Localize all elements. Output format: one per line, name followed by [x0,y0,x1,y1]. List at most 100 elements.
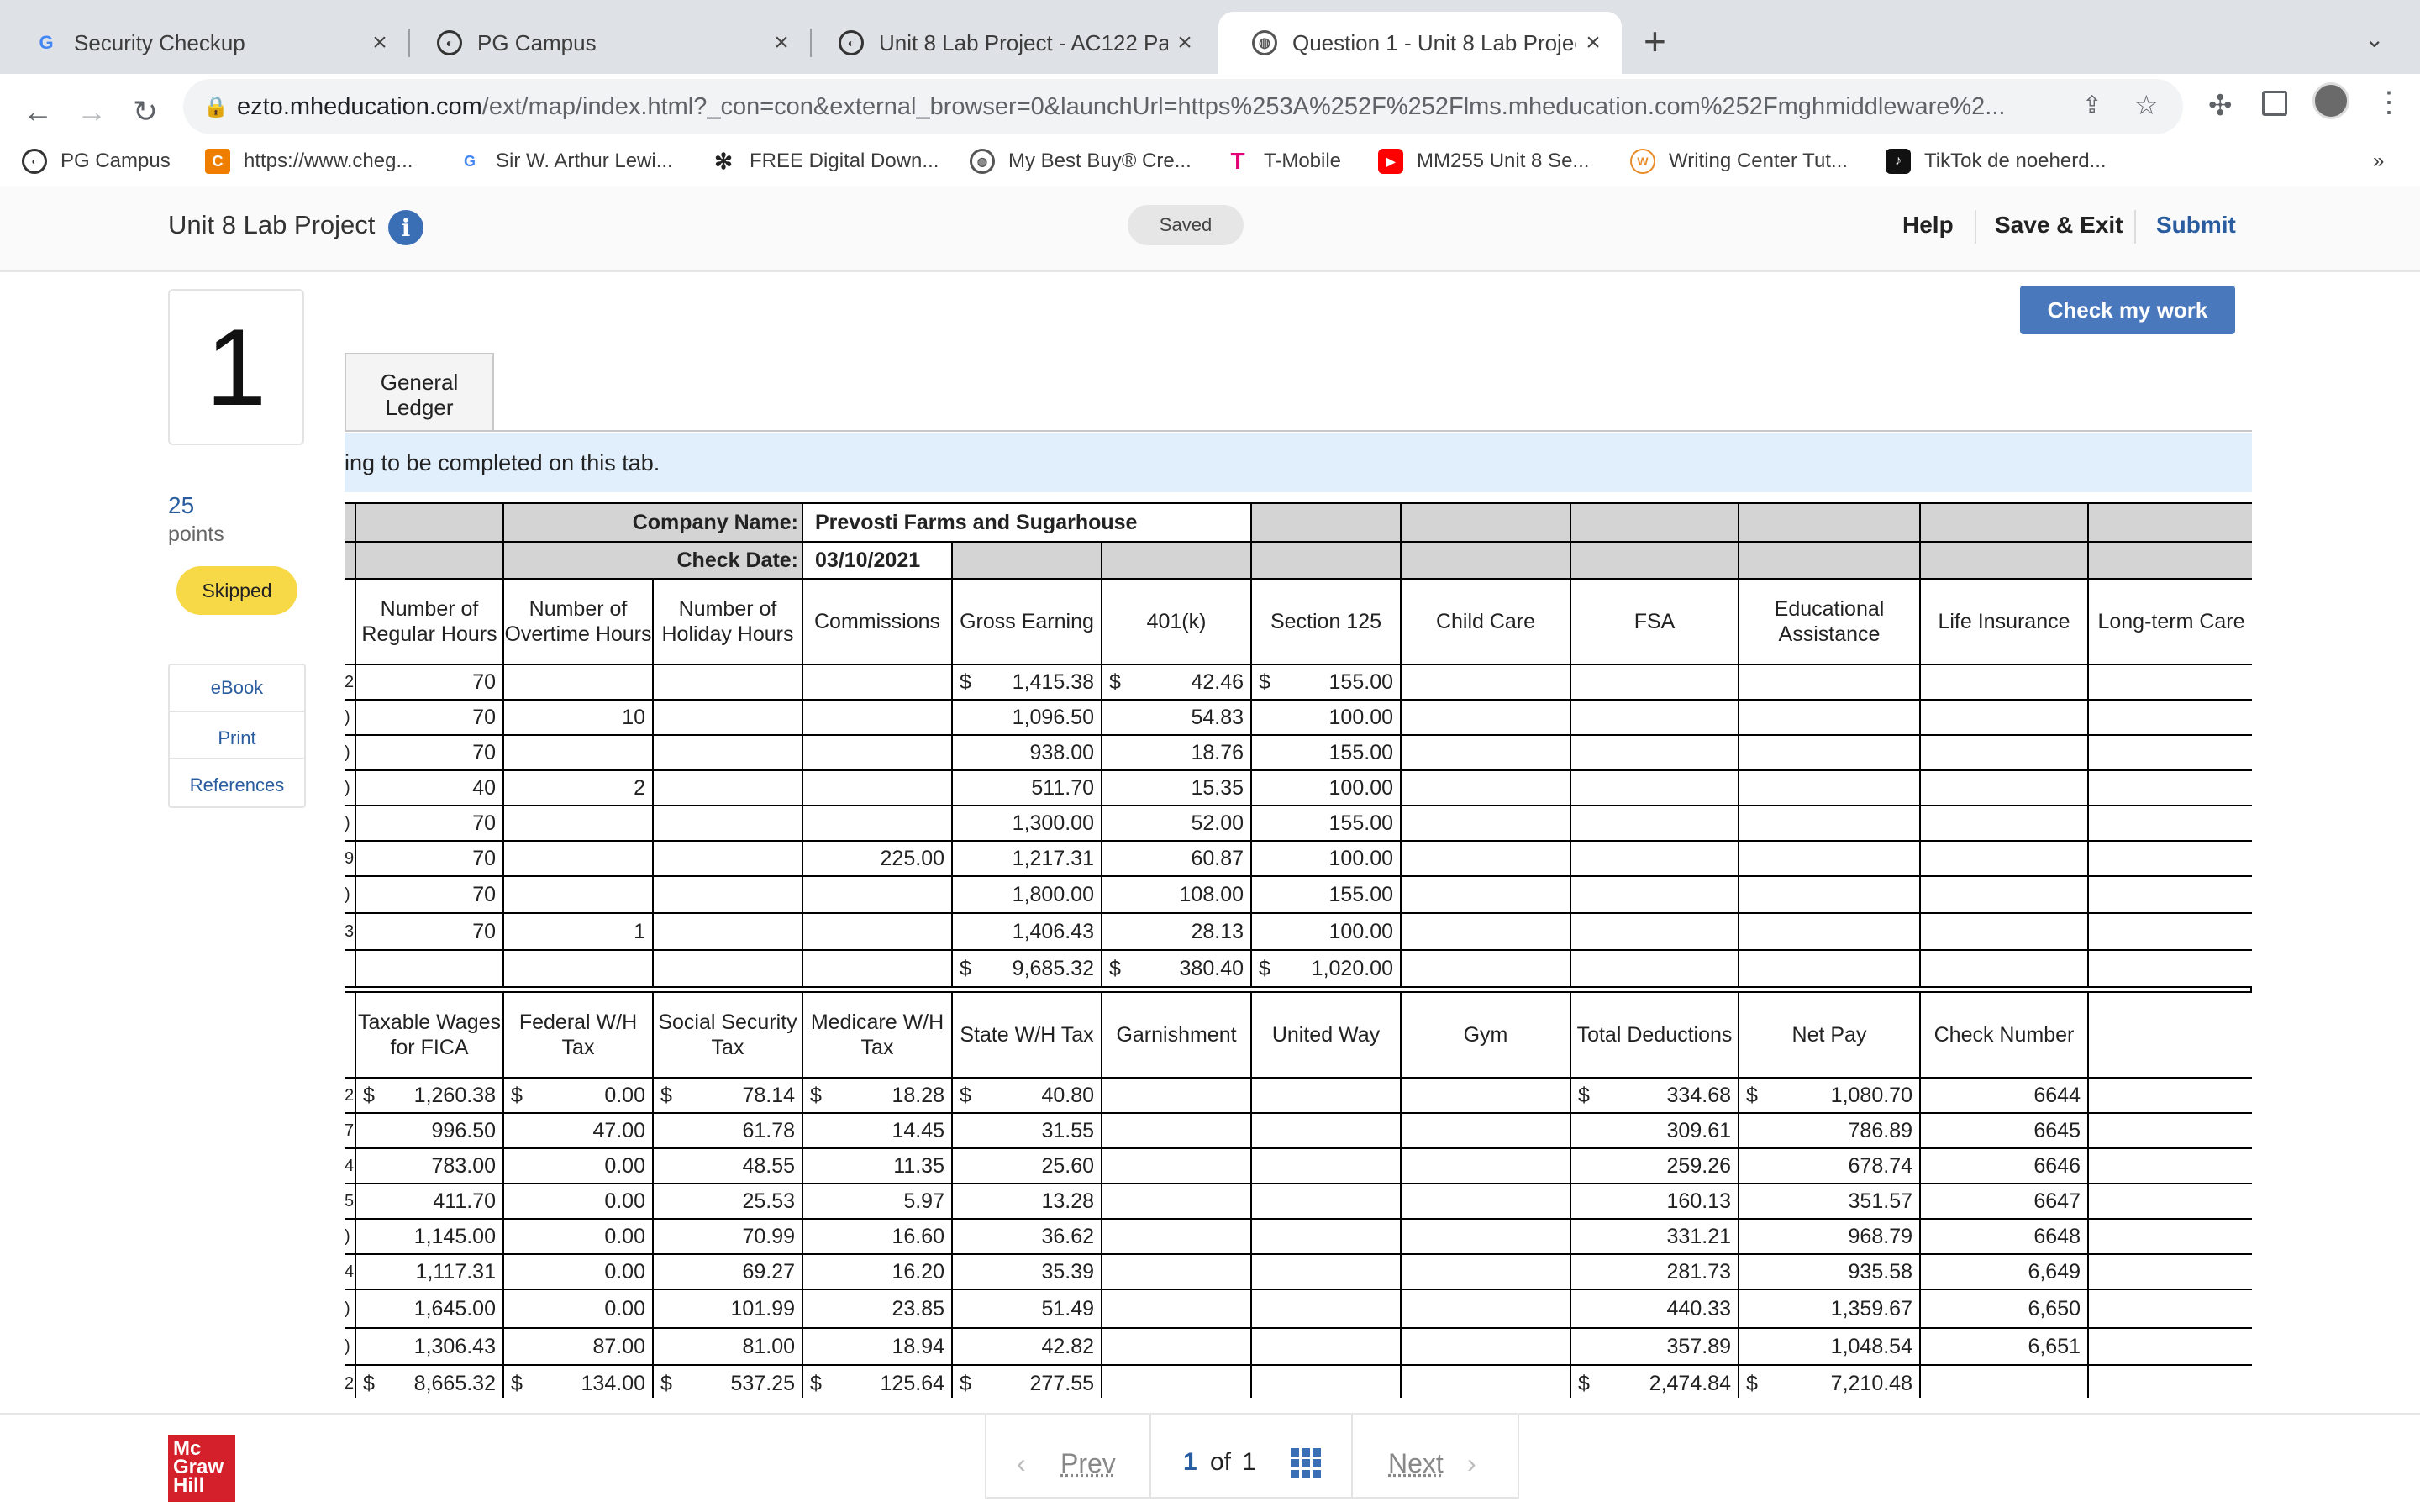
sheet-cell[interactable]: 1,359.67 [1739,1290,1921,1329]
sheet-cell[interactable]: 0.00 [504,1184,654,1220]
sheet-cell[interactable] [1921,701,2089,736]
sheet-cell[interactable] [1402,771,1571,806]
sheet-cell[interactable]: 411.70 [356,1184,504,1220]
sheet-cell[interactable] [1739,736,1921,771]
sheet-cell[interactable]: 1,117.31 [356,1255,504,1290]
sheet-cell[interactable] [504,806,654,842]
sheet-cell[interactable]: 511.70 [953,771,1102,806]
sheet-cell[interactable] [1402,806,1571,842]
sheet-cell[interactable] [1921,877,2089,914]
sheet-cell[interactable]: 6644 [1921,1079,2089,1114]
bookmark-item[interactable]: ♪ TikTok de noeherd... [1886,144,2107,178]
sheet-cell[interactable] [654,914,803,951]
close-tab-icon[interactable]: × [1177,29,1192,56]
close-tab-icon[interactable]: × [372,29,387,56]
extensions-puzzle-icon[interactable]: ✣ [2208,90,2233,122]
sheet-cell[interactable] [1921,736,2089,771]
sheet-cell[interactable] [1921,914,2089,951]
sheet-cell[interactable]: 101.99 [654,1290,803,1329]
print-link[interactable]: Print [218,727,256,748]
profile-avatar[interactable] [2312,82,2349,119]
sheet-cell[interactable]: 1 [504,914,654,951]
sheet-cell[interactable]: 61.78 [654,1114,803,1149]
check-date[interactable]: 03/10/2021 [803,543,953,580]
sheet-cell[interactable]: $42.46 [1102,665,1252,701]
bookmark-star-icon[interactable]: ☆ [2134,90,2159,120]
sheet-cell[interactable]: 18.94 [803,1329,953,1366]
sheet-cell[interactable] [654,771,803,806]
sheet-cell[interactable]: 1,645.00 [356,1290,504,1329]
sheet-cell[interactable]: $0.00 [504,1079,654,1114]
sheet-cell[interactable]: 155.00 [1252,806,1402,842]
sheet-cell[interactable]: 16.60 [803,1220,953,1255]
sheet-cell[interactable] [1252,1366,1402,1398]
sheet-cell[interactable]: 81.00 [654,1329,803,1366]
sheet-cell[interactable] [1402,842,1571,877]
sheet-cell[interactable]: 48.55 [654,1149,803,1184]
sheet-cell[interactable]: 100.00 [1252,914,1402,951]
sheet-cell[interactable] [1571,806,1739,842]
sheet-cell[interactable]: 10 [504,701,654,736]
sheet-cell[interactable] [2089,951,2252,988]
sheet-cell[interactable]: 100.00 [1252,771,1402,806]
sheet-cell[interactable]: 1,800.00 [953,877,1102,914]
sheet-cell[interactable]: 331.21 [1571,1220,1739,1255]
sheet-cell[interactable] [1571,665,1739,701]
sheet-cell[interactable]: 155.00 [1252,877,1402,914]
sheet-cell[interactable]: 108.00 [1102,877,1252,914]
sheet-cell[interactable] [1402,1366,1571,1398]
sheet-cell[interactable]: 259.26 [1571,1149,1739,1184]
sheet-cell[interactable] [1252,1114,1402,1149]
sheet-cell[interactable]: $125.64 [803,1366,953,1398]
sheet-cell[interactable] [1571,736,1739,771]
sheet-cell[interactable] [1252,1255,1402,1290]
sheet-cell[interactable] [2089,701,2252,736]
browser-tab[interactable]: ◐ Unit 8 Lab Project - AC122 Pay × [805,12,1213,74]
sheet-cell[interactable]: 1,406.43 [953,914,1102,951]
sheet-cell[interactable] [504,736,654,771]
sheet-cell[interactable] [1402,1329,1571,1366]
sheet-cell[interactable]: 6647 [1921,1184,2089,1220]
browser-tab[interactable]: ◐ PG Campus × [403,12,810,74]
sheet-cell[interactable] [1921,771,2089,806]
sheet-cell[interactable]: 1,306.43 [356,1329,504,1366]
sheet-cell[interactable] [1571,842,1739,877]
sheet-cell[interactable]: 70 [356,914,504,951]
sheet-cell[interactable] [1252,1184,1402,1220]
sheet-cell[interactable]: $7,210.48 [1739,1366,1921,1398]
sheet-cell[interactable]: $1,020.00 [1252,951,1402,988]
sheet-cell[interactable] [1402,1114,1571,1149]
sheet-cell[interactable]: 70.99 [654,1220,803,1255]
sheet-cell[interactable]: 18.76 [1102,736,1252,771]
sheet-cell[interactable]: 51.49 [953,1290,1102,1329]
sheet-cell[interactable] [1402,1149,1571,1184]
sheet-cell[interactable]: $1,260.38 [356,1079,504,1114]
prev-button[interactable]: Prev [1060,1448,1116,1478]
sheet-cell[interactable] [1921,665,2089,701]
sheet-cell[interactable] [1402,1220,1571,1255]
sheet-cell[interactable] [1921,951,2089,988]
company-name[interactable]: Prevosti Farms and Sugarhouse [803,504,1252,543]
sheet-cell[interactable]: 678.74 [1739,1149,1921,1184]
sheet-cell[interactable] [803,771,953,806]
sheet-cell[interactable] [1102,1366,1252,1398]
sheet-cell[interactable]: 351.57 [1739,1184,1921,1220]
sheet-cell[interactable]: 36.62 [953,1220,1102,1255]
sheet-cell[interactable] [1739,806,1921,842]
sheet-cell[interactable] [654,665,803,701]
sheet-cell[interactable]: 6646 [1921,1149,2089,1184]
sheet-cell[interactable]: 225.00 [803,842,953,877]
sheet-cell[interactable]: 60.87 [1102,842,1252,877]
sheet-cell[interactable]: 70 [356,701,504,736]
submit-link[interactable]: Submit [2156,212,2236,238]
sheet-cell[interactable] [1402,736,1571,771]
bookmark-item[interactable]: G Sir W. Arthur Lewi... [457,144,673,178]
sheet-cell[interactable]: 6,649 [1921,1255,2089,1290]
sheet-cell[interactable] [654,806,803,842]
sheet-cell[interactable] [1739,701,1921,736]
forward-arrow-icon[interactable]: → [76,94,107,129]
bookmark-item[interactable]: T T-Mobile [1225,144,1341,178]
sheet-cell[interactable]: 1,217.31 [953,842,1102,877]
sheet-cell[interactable]: $9,685.32 [953,951,1102,988]
sheet-cell[interactable] [2089,842,2252,877]
